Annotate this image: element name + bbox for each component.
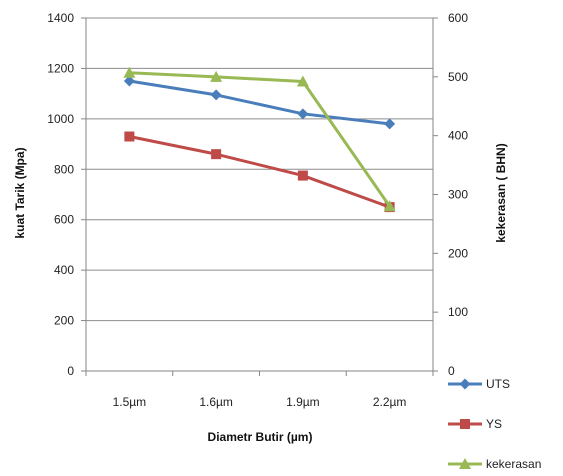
series-line-kekerasan	[129, 71, 391, 208]
right-tick-label: 200	[448, 246, 468, 260]
data-point-uts	[210, 89, 222, 101]
series-line-ys	[129, 135, 391, 209]
x-axis-title: Diametr Butir (µm)	[208, 430, 313, 444]
data-point-ys	[297, 170, 308, 181]
legend-marker	[459, 378, 471, 390]
gridlines	[86, 17, 433, 322]
data-point-uts	[123, 75, 135, 87]
x-axis: 1.5µm 1.6µm 1.9µm 2.2µm	[85, 370, 434, 409]
x-tick-label: 1.9µm	[286, 395, 320, 409]
right-tick-label: 500	[448, 70, 468, 84]
right-tick-label: 600	[448, 11, 468, 25]
legend-label: kekerasan	[486, 457, 541, 471]
legend-item-uts: UTS	[448, 377, 510, 391]
legend-label: UTS	[486, 377, 510, 391]
right-tick-label: 300	[448, 188, 468, 202]
legend: UTS YS kekerasan	[448, 377, 541, 471]
series-uts	[123, 75, 396, 130]
x-tick-label: 1.5µm	[113, 395, 147, 409]
x-tick-label: 2.2µm	[373, 395, 407, 409]
data-point-kekerasan	[296, 75, 309, 87]
series-lines	[123, 66, 396, 213]
left-tick-label: 0	[67, 364, 74, 378]
x-tick-label: 1.6µm	[199, 395, 233, 409]
data-point-kekerasan	[123, 66, 136, 78]
series-ys	[124, 131, 395, 213]
legend-marker	[460, 419, 470, 429]
left-tick-label: 800	[54, 162, 74, 176]
left-tick-label: 1400	[47, 11, 74, 25]
data-point-uts	[384, 118, 396, 130]
series-line-uts	[129, 79, 390, 126]
left-tick-label: 600	[54, 213, 74, 227]
left-tick-label: 200	[54, 314, 74, 328]
data-point-kekerasan	[383, 200, 396, 212]
legend-label: YS	[486, 417, 502, 431]
series-kekerasan	[123, 66, 396, 212]
legend-marker	[459, 458, 471, 469]
data-point-uts	[297, 108, 309, 120]
right-tick-label: 100	[448, 305, 468, 319]
right-axis: 0 100 200 300 400 500 600	[432, 11, 468, 378]
data-point-kekerasan	[210, 70, 223, 82]
right-tick-label: 400	[448, 129, 468, 143]
legend-item-ys: YS	[448, 417, 502, 431]
left-tick-label: 1000	[47, 112, 74, 126]
left-axis-title: kuat Tarik (Mpa)	[13, 147, 27, 238]
left-tick-label: 1200	[47, 61, 74, 75]
right-tick-label: 0	[448, 364, 455, 378]
data-point-ys	[211, 149, 222, 160]
left-axis: 0 200 400 600 800 1000 1200 1400	[47, 11, 87, 378]
legend-item-kekerasan: kekerasan	[448, 457, 541, 471]
right-axis-title: kekerasan ( BHN)	[494, 143, 508, 242]
left-tick-label: 400	[54, 263, 74, 277]
data-point-ys	[124, 131, 135, 142]
